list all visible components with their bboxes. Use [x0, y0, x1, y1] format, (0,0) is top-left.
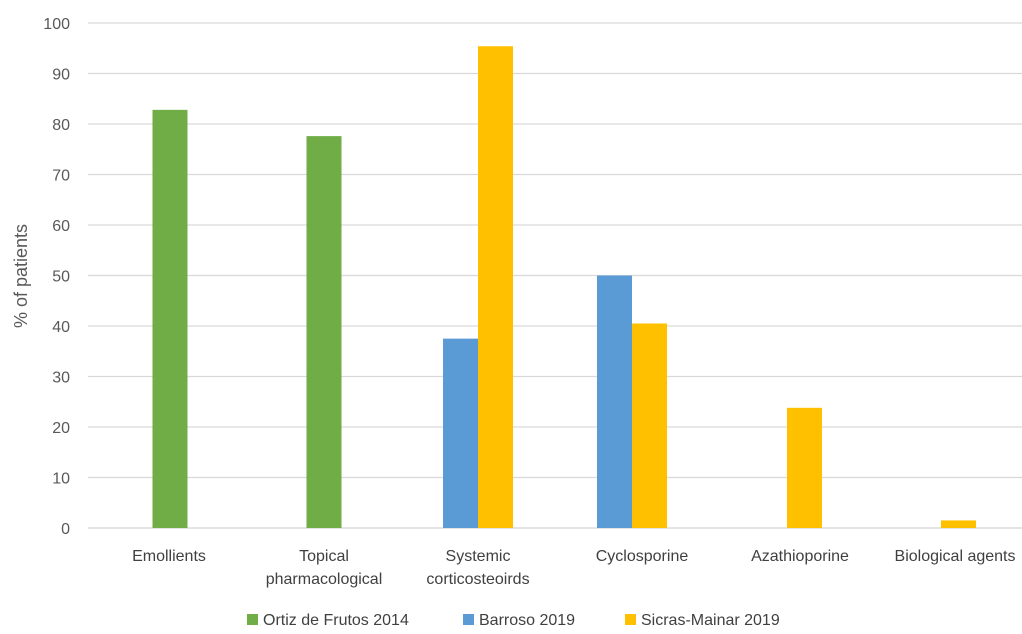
bar — [787, 407, 822, 528]
y-tick-label: 90 — [52, 67, 70, 84]
legend-label: Ortiz de Frutos 2014 — [263, 612, 409, 629]
x-tick-label: Azathioporine — [751, 548, 849, 565]
gridlines — [88, 22, 1022, 529]
legend-swatch — [625, 614, 636, 625]
bar — [478, 46, 513, 528]
x-tick-label: Topical pharmacological — [266, 548, 383, 588]
y-axis-ticks: 0 10 20 30 40 50 60 70 80 90 100 — [43, 16, 70, 538]
x-tick-label: Systemic corticosteoirds — [426, 548, 529, 588]
bar — [941, 520, 976, 528]
y-tick-label: 70 — [52, 168, 70, 185]
y-tick-label: 20 — [52, 420, 70, 437]
legend-item: Barroso 2019 — [463, 612, 575, 629]
bars — [152, 46, 976, 529]
bar — [306, 136, 342, 528]
x-tick-label: Emollients — [132, 548, 206, 565]
bar — [152, 109, 188, 529]
legend-label: Barroso 2019 — [479, 612, 575, 629]
y-tick-label: 50 — [52, 269, 70, 286]
legend-label: Sicras-Mainar 2019 — [641, 612, 780, 629]
bar — [443, 338, 478, 528]
bar — [632, 323, 667, 528]
legend-item: Ortiz de Frutos 2014 — [247, 612, 409, 629]
legend: Ortiz de Frutos 2014 Barroso 2019 Sicras-M… — [247, 612, 780, 629]
legend-item: Sicras-Mainar 2019 — [625, 612, 780, 629]
y-tick-label: 30 — [52, 370, 70, 387]
legend-swatch — [247, 614, 258, 625]
legend-swatch — [463, 614, 474, 625]
y-tick-label: 0 — [61, 521, 70, 538]
y-tick-label: 60 — [52, 218, 70, 235]
y-tick-label: 80 — [52, 117, 70, 134]
x-tick-label: Cyclosporine — [596, 548, 689, 565]
x-tick-label: Biological agents — [895, 548, 1016, 565]
y-axis-title: % of patients — [11, 224, 31, 328]
x-axis-labels: Emollients Topical pharmacological Systemic… — [132, 548, 1015, 588]
y-tick-label: 40 — [52, 319, 70, 336]
y-tick-label: 100 — [43, 16, 70, 33]
y-tick-label: 10 — [52, 471, 70, 488]
bar — [597, 275, 632, 528]
